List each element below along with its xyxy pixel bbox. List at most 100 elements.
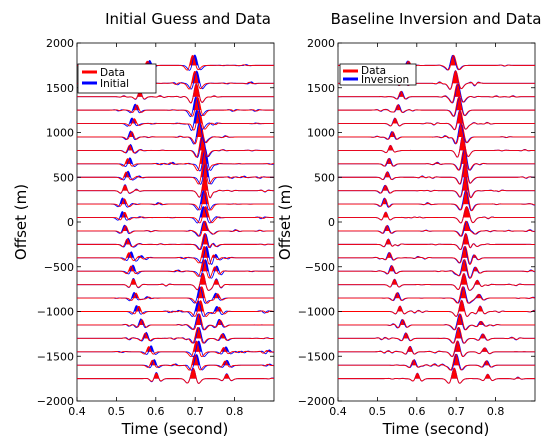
trace-fill-data xyxy=(338,368,535,379)
trace-offset--1000 xyxy=(338,299,536,318)
trace-fill-initial xyxy=(77,368,274,379)
trace-line-initial xyxy=(77,190,274,211)
trace-line-data xyxy=(77,205,274,224)
trace-fill-inversion xyxy=(338,233,535,245)
trace-line-data xyxy=(77,354,275,371)
y-axis-label-left: Offset (m) xyxy=(12,184,30,260)
trace-offset-1250 xyxy=(77,96,275,118)
trace-line-data xyxy=(338,259,536,279)
trace-fill-initial xyxy=(77,327,274,339)
trace-line-data xyxy=(338,160,536,185)
trace-offset-50 xyxy=(77,205,274,224)
trace-fill-initial xyxy=(77,233,274,245)
trace-line-data xyxy=(338,205,535,224)
trace-line-inversion xyxy=(338,83,535,104)
trace-fill-data xyxy=(338,84,535,97)
y-tick-label: 0 xyxy=(67,216,74,229)
trace-offset-1400 xyxy=(338,83,535,104)
x-tick-label: 0.5 xyxy=(369,405,387,418)
y-tick-label: 500 xyxy=(53,171,74,184)
trace-fill-inversion xyxy=(338,175,535,191)
trace-fill-data xyxy=(338,300,535,312)
trace-fill-data xyxy=(77,300,274,312)
trace-line-data xyxy=(77,313,274,331)
trace-fill-data xyxy=(338,161,535,178)
trace-fill-data xyxy=(77,354,274,366)
trace-line-data xyxy=(77,160,274,185)
trace-offset-800 xyxy=(338,134,535,158)
chart-title-right: Baseline Inversion and Data xyxy=(331,10,542,28)
trace-fill-inversion xyxy=(338,110,535,124)
trace-line-initial xyxy=(77,326,275,344)
trace-fill-data xyxy=(338,259,535,272)
trace-fill-initial xyxy=(77,300,274,312)
legend-label-inversion-right: Inversion xyxy=(361,74,409,86)
trace-line-data xyxy=(338,189,536,212)
trace-line-initial xyxy=(77,368,275,384)
trace-fill-inversion xyxy=(338,97,535,111)
trace-fill-initial xyxy=(77,313,274,325)
trace-line-inversion xyxy=(338,367,535,384)
trace-line-inversion xyxy=(338,161,536,185)
trace-offset-350 xyxy=(77,174,275,199)
trace-fill-data xyxy=(338,221,535,231)
trace-fill-data xyxy=(77,190,274,205)
trace-line-initial xyxy=(77,160,274,185)
trace-line-data xyxy=(338,340,535,357)
trace-line-inversion xyxy=(338,134,535,158)
legend-box-left xyxy=(77,63,157,94)
trace-fill-initial xyxy=(77,221,274,231)
trace-line-data xyxy=(338,273,535,291)
trace-offset--100 xyxy=(338,220,536,237)
legend-right: Data Inversion xyxy=(339,63,417,86)
trace-offset--1750 xyxy=(338,367,535,384)
legend-label-initial-left: Initial xyxy=(100,78,129,90)
y-tick-label: 1500 xyxy=(46,82,74,95)
trace-offset-800 xyxy=(77,135,274,158)
trace-line-data xyxy=(338,299,536,317)
x-tick-label: 0.4 xyxy=(68,405,86,418)
trace-line-data xyxy=(77,259,274,279)
trace-offset--700 xyxy=(77,272,274,291)
trace-line-data xyxy=(338,109,535,131)
trace-fill-data xyxy=(338,149,535,164)
trace-line-data xyxy=(338,96,535,117)
trace-line-data xyxy=(338,83,535,104)
trace-line-initial xyxy=(77,206,274,224)
trace-line-initial xyxy=(77,109,274,131)
trace-line-inversion xyxy=(338,148,535,171)
trace-line-data xyxy=(338,174,535,199)
trace-offset-950 xyxy=(338,122,535,145)
trace-fill-inversion xyxy=(338,246,535,258)
trace-line-inversion xyxy=(338,258,536,279)
trace-line-initial xyxy=(77,286,274,304)
y-tick-label: −1500 xyxy=(298,350,335,363)
trace-fill-inversion xyxy=(338,314,535,325)
trace-fill-data xyxy=(338,286,535,299)
trace-line-initial xyxy=(77,220,274,237)
trace-line-data xyxy=(77,300,275,317)
trace-line-data xyxy=(77,246,274,265)
trace-fill-data xyxy=(77,327,274,339)
trace-offset--250 xyxy=(77,232,274,251)
trace-fill-data xyxy=(77,148,274,164)
trace-fill-inversion xyxy=(338,340,535,352)
trace-fill-data xyxy=(338,190,535,205)
trace-fill-data xyxy=(77,246,274,258)
trace-line-inversion xyxy=(338,189,536,212)
trace-offset-50 xyxy=(338,205,535,224)
trace-fill-data xyxy=(338,136,535,151)
trace-offset-1100 xyxy=(77,109,274,131)
trace-fill-data xyxy=(77,123,274,137)
trace-line-inversion xyxy=(338,245,535,266)
trace-line-inversion xyxy=(338,206,535,224)
trace-fill-data xyxy=(338,233,535,245)
trace-line-initial xyxy=(77,233,274,251)
trace-offset-200 xyxy=(77,189,274,211)
y-tick-label: 2000 xyxy=(46,37,74,50)
trace-fill-initial xyxy=(77,206,274,218)
trace-line-initial xyxy=(77,174,275,199)
trace-fill-initial xyxy=(77,96,274,111)
trace-line-data xyxy=(338,122,535,145)
trace-fill-data xyxy=(77,161,274,178)
